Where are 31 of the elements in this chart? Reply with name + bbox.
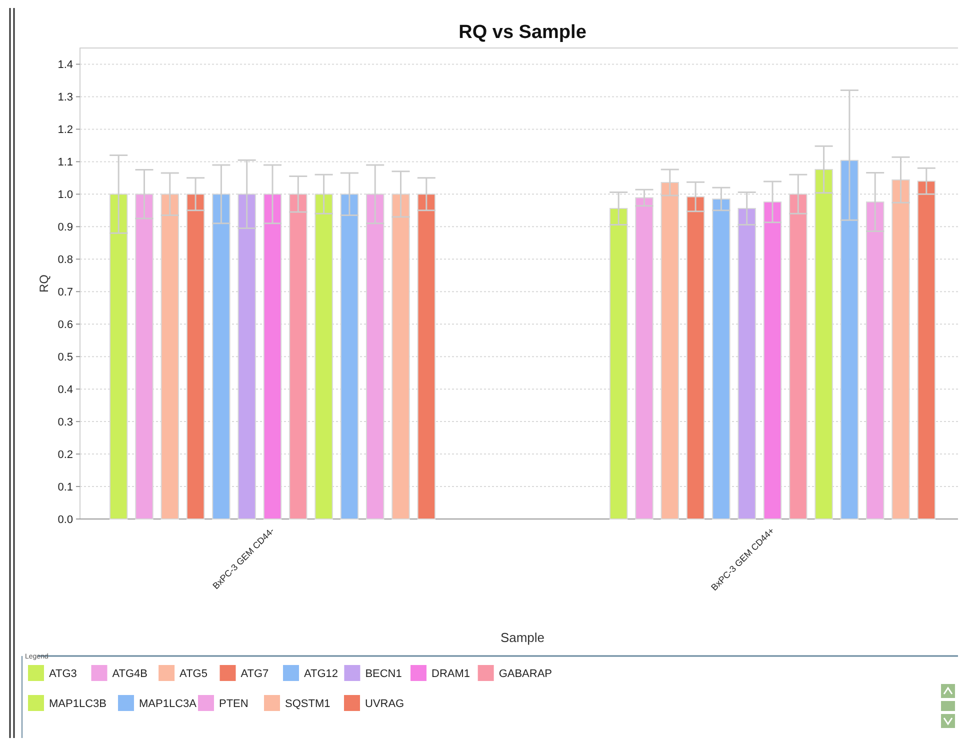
y-tick-label: 0.0 xyxy=(58,514,73,526)
y-tick-label: 1.3 xyxy=(58,92,73,104)
y-tick-label: 1.1 xyxy=(58,156,73,169)
x-axis-title: Sample xyxy=(500,630,545,645)
legend-label: BECN1 xyxy=(365,668,402,680)
y-tick-label: 0.4 xyxy=(58,384,73,396)
y-tick-label: 0.9 xyxy=(58,222,73,234)
y-tick-label: 0.2 xyxy=(58,448,73,461)
y-tick-label: 0.8 xyxy=(58,254,73,266)
legend-label: MAP1LC3A xyxy=(139,698,198,710)
legend-label: UVRAG xyxy=(365,698,404,710)
legend-label: ATG7 xyxy=(240,668,269,680)
y-tick-label: 1.4 xyxy=(58,59,73,72)
y-tick-label: 1.2 xyxy=(58,124,73,136)
legend-label: DRAM1 xyxy=(432,668,470,680)
legend-label: PTEN xyxy=(219,698,248,710)
legend-label: ATG3 xyxy=(49,668,77,680)
legend-label: ATG5 xyxy=(180,668,208,680)
y-tick-label: 0.7 xyxy=(58,286,73,298)
legend-label: MAP1LC3B xyxy=(49,698,106,710)
legend-label: SQSTM1 xyxy=(285,698,330,710)
y-tick-label: 0.1 xyxy=(58,481,73,494)
y-tick-label: 0.6 xyxy=(58,318,73,331)
y-axis-title: RQ xyxy=(37,274,51,292)
y-tick-label: 1.0 xyxy=(58,189,73,202)
y-tick-label: 0.3 xyxy=(58,416,73,428)
legend-label: ATG4B xyxy=(112,668,148,680)
y-tick-label: 0.5 xyxy=(58,351,73,364)
legend-label: GABARAP xyxy=(498,668,552,680)
legend-label: ATG12 xyxy=(304,668,338,680)
chart-title: RQ vs Sample xyxy=(458,22,586,43)
